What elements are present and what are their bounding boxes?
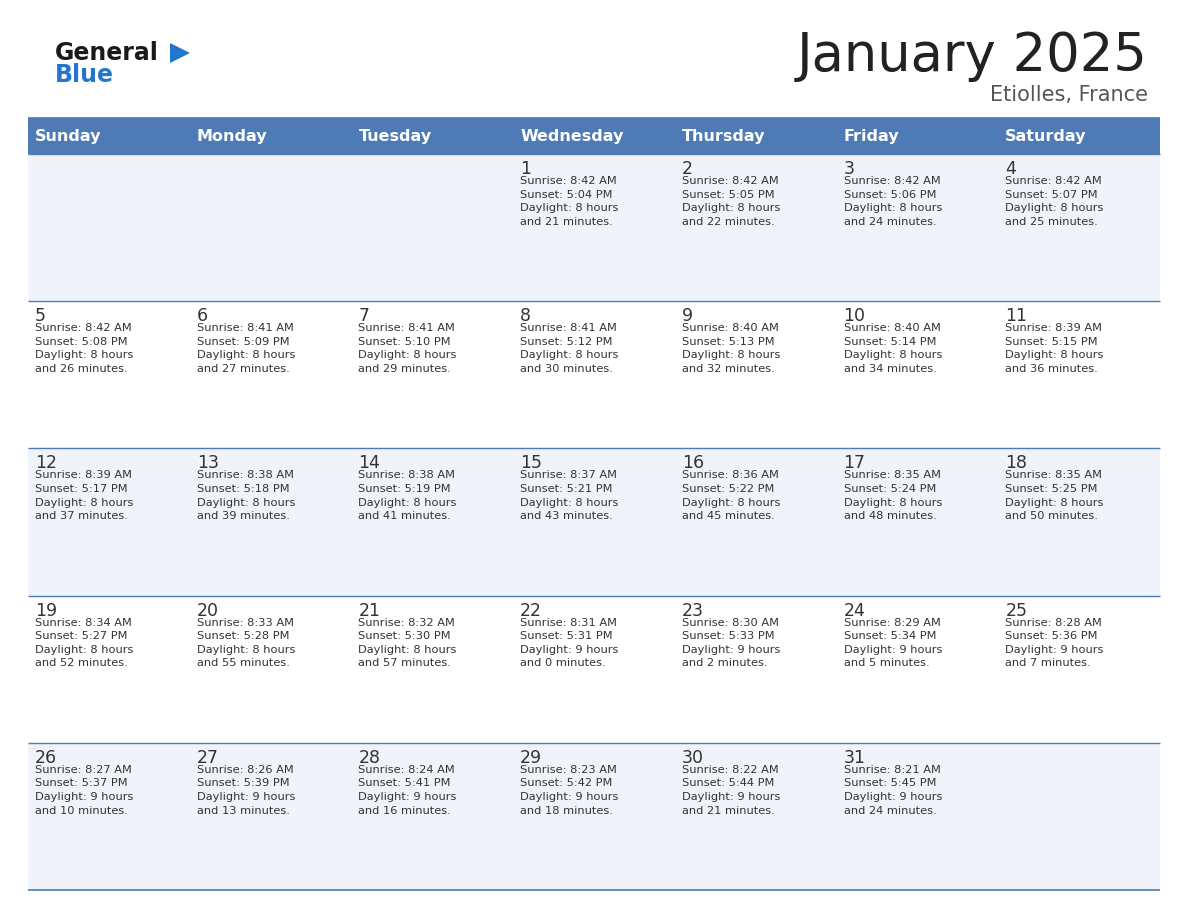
Text: Sunrise: 8:29 AM
Sunset: 5:34 PM
Daylight: 9 hours
and 5 minutes.: Sunrise: 8:29 AM Sunset: 5:34 PM Dayligh… — [843, 618, 942, 668]
Text: Sunrise: 8:28 AM
Sunset: 5:36 PM
Daylight: 9 hours
and 7 minutes.: Sunrise: 8:28 AM Sunset: 5:36 PM Dayligh… — [1005, 618, 1104, 668]
Text: 2: 2 — [682, 160, 693, 178]
Text: Sunrise: 8:27 AM
Sunset: 5:37 PM
Daylight: 9 hours
and 10 minutes.: Sunrise: 8:27 AM Sunset: 5:37 PM Dayligh… — [34, 765, 133, 815]
Text: 22: 22 — [520, 601, 542, 620]
Text: Sunrise: 8:36 AM
Sunset: 5:22 PM
Daylight: 8 hours
and 45 minutes.: Sunrise: 8:36 AM Sunset: 5:22 PM Dayligh… — [682, 470, 781, 521]
Text: Sunrise: 8:42 AM
Sunset: 5:04 PM
Daylight: 8 hours
and 21 minutes.: Sunrise: 8:42 AM Sunset: 5:04 PM Dayligh… — [520, 176, 619, 227]
Bar — [29, 301, 1159, 448]
Text: General: General — [55, 41, 159, 65]
Text: Sunrise: 8:30 AM
Sunset: 5:33 PM
Daylight: 9 hours
and 2 minutes.: Sunrise: 8:30 AM Sunset: 5:33 PM Dayligh… — [682, 618, 781, 668]
Text: 25: 25 — [1005, 601, 1028, 620]
Text: 29: 29 — [520, 749, 542, 767]
Bar — [29, 743, 1159, 890]
Text: Tuesday: Tuesday — [359, 129, 431, 143]
Bar — [29, 118, 190, 154]
Text: Sunrise: 8:41 AM
Sunset: 5:12 PM
Daylight: 8 hours
and 30 minutes.: Sunrise: 8:41 AM Sunset: 5:12 PM Dayligh… — [520, 323, 619, 374]
Text: Sunrise: 8:42 AM
Sunset: 5:05 PM
Daylight: 8 hours
and 22 minutes.: Sunrise: 8:42 AM Sunset: 5:05 PM Dayligh… — [682, 176, 781, 227]
Text: Sunday: Sunday — [34, 129, 101, 143]
Text: 17: 17 — [843, 454, 866, 473]
Text: Sunrise: 8:32 AM
Sunset: 5:30 PM
Daylight: 8 hours
and 57 minutes.: Sunrise: 8:32 AM Sunset: 5:30 PM Dayligh… — [359, 618, 457, 668]
Bar — [190, 118, 352, 154]
Text: 10: 10 — [843, 308, 866, 325]
Bar — [836, 118, 998, 154]
Text: Thursday: Thursday — [682, 129, 765, 143]
Text: 20: 20 — [197, 601, 219, 620]
Text: 9: 9 — [682, 308, 693, 325]
Text: 13: 13 — [197, 454, 219, 473]
Text: Sunrise: 8:23 AM
Sunset: 5:42 PM
Daylight: 9 hours
and 18 minutes.: Sunrise: 8:23 AM Sunset: 5:42 PM Dayligh… — [520, 765, 619, 815]
Text: 28: 28 — [359, 749, 380, 767]
Text: Saturday: Saturday — [1005, 129, 1087, 143]
Polygon shape — [170, 43, 190, 63]
Text: Sunrise: 8:40 AM
Sunset: 5:14 PM
Daylight: 8 hours
and 34 minutes.: Sunrise: 8:40 AM Sunset: 5:14 PM Dayligh… — [843, 323, 942, 374]
Text: Sunrise: 8:42 AM
Sunset: 5:08 PM
Daylight: 8 hours
and 26 minutes.: Sunrise: 8:42 AM Sunset: 5:08 PM Dayligh… — [34, 323, 133, 374]
Bar — [29, 448, 1159, 596]
Text: Blue: Blue — [55, 63, 114, 87]
Text: Sunrise: 8:33 AM
Sunset: 5:28 PM
Daylight: 8 hours
and 55 minutes.: Sunrise: 8:33 AM Sunset: 5:28 PM Dayligh… — [197, 618, 295, 668]
Text: 6: 6 — [197, 308, 208, 325]
Text: 27: 27 — [197, 749, 219, 767]
Text: Sunrise: 8:42 AM
Sunset: 5:07 PM
Daylight: 8 hours
and 25 minutes.: Sunrise: 8:42 AM Sunset: 5:07 PM Dayligh… — [1005, 176, 1104, 227]
Bar — [998, 118, 1159, 154]
Text: Sunrise: 8:24 AM
Sunset: 5:41 PM
Daylight: 9 hours
and 16 minutes.: Sunrise: 8:24 AM Sunset: 5:41 PM Dayligh… — [359, 765, 457, 815]
Text: Etiolles, France: Etiolles, France — [990, 85, 1148, 105]
Text: 5: 5 — [34, 308, 46, 325]
Text: 11: 11 — [1005, 308, 1028, 325]
Bar — [29, 154, 1159, 301]
Bar — [352, 118, 513, 154]
Text: 4: 4 — [1005, 160, 1016, 178]
Text: Sunrise: 8:35 AM
Sunset: 5:24 PM
Daylight: 8 hours
and 48 minutes.: Sunrise: 8:35 AM Sunset: 5:24 PM Dayligh… — [843, 470, 942, 521]
Text: 26: 26 — [34, 749, 57, 767]
Text: 18: 18 — [1005, 454, 1028, 473]
Bar — [675, 118, 836, 154]
Text: 3: 3 — [843, 160, 854, 178]
Text: Sunrise: 8:38 AM
Sunset: 5:18 PM
Daylight: 8 hours
and 39 minutes.: Sunrise: 8:38 AM Sunset: 5:18 PM Dayligh… — [197, 470, 295, 521]
Text: Sunrise: 8:26 AM
Sunset: 5:39 PM
Daylight: 9 hours
and 13 minutes.: Sunrise: 8:26 AM Sunset: 5:39 PM Dayligh… — [197, 765, 295, 815]
Text: 1: 1 — [520, 160, 531, 178]
Text: Sunrise: 8:37 AM
Sunset: 5:21 PM
Daylight: 8 hours
and 43 minutes.: Sunrise: 8:37 AM Sunset: 5:21 PM Dayligh… — [520, 470, 619, 521]
Text: 12: 12 — [34, 454, 57, 473]
Text: Sunrise: 8:41 AM
Sunset: 5:09 PM
Daylight: 8 hours
and 27 minutes.: Sunrise: 8:41 AM Sunset: 5:09 PM Dayligh… — [197, 323, 295, 374]
Text: 19: 19 — [34, 601, 57, 620]
Text: Wednesday: Wednesday — [520, 129, 624, 143]
Text: Sunrise: 8:40 AM
Sunset: 5:13 PM
Daylight: 8 hours
and 32 minutes.: Sunrise: 8:40 AM Sunset: 5:13 PM Dayligh… — [682, 323, 781, 374]
Text: 30: 30 — [682, 749, 703, 767]
Text: 24: 24 — [843, 601, 865, 620]
Text: Sunrise: 8:38 AM
Sunset: 5:19 PM
Daylight: 8 hours
and 41 minutes.: Sunrise: 8:38 AM Sunset: 5:19 PM Dayligh… — [359, 470, 457, 521]
Bar — [513, 118, 675, 154]
Text: 7: 7 — [359, 308, 369, 325]
Text: January 2025: January 2025 — [797, 30, 1148, 82]
Text: Sunrise: 8:39 AM
Sunset: 5:15 PM
Daylight: 8 hours
and 36 minutes.: Sunrise: 8:39 AM Sunset: 5:15 PM Dayligh… — [1005, 323, 1104, 374]
Text: Sunrise: 8:41 AM
Sunset: 5:10 PM
Daylight: 8 hours
and 29 minutes.: Sunrise: 8:41 AM Sunset: 5:10 PM Dayligh… — [359, 323, 457, 374]
Bar — [29, 596, 1159, 743]
Text: 16: 16 — [682, 454, 704, 473]
Text: 14: 14 — [359, 454, 380, 473]
Text: 8: 8 — [520, 308, 531, 325]
Text: Sunrise: 8:22 AM
Sunset: 5:44 PM
Daylight: 9 hours
and 21 minutes.: Sunrise: 8:22 AM Sunset: 5:44 PM Dayligh… — [682, 765, 781, 815]
Text: Monday: Monday — [197, 129, 267, 143]
Text: Sunrise: 8:42 AM
Sunset: 5:06 PM
Daylight: 8 hours
and 24 minutes.: Sunrise: 8:42 AM Sunset: 5:06 PM Dayligh… — [843, 176, 942, 227]
Text: Sunrise: 8:21 AM
Sunset: 5:45 PM
Daylight: 9 hours
and 24 minutes.: Sunrise: 8:21 AM Sunset: 5:45 PM Dayligh… — [843, 765, 942, 815]
Text: Sunrise: 8:35 AM
Sunset: 5:25 PM
Daylight: 8 hours
and 50 minutes.: Sunrise: 8:35 AM Sunset: 5:25 PM Dayligh… — [1005, 470, 1104, 521]
Text: Sunrise: 8:34 AM
Sunset: 5:27 PM
Daylight: 8 hours
and 52 minutes.: Sunrise: 8:34 AM Sunset: 5:27 PM Dayligh… — [34, 618, 133, 668]
Text: 31: 31 — [843, 749, 866, 767]
Text: Friday: Friday — [843, 129, 899, 143]
Text: 23: 23 — [682, 601, 703, 620]
Text: 15: 15 — [520, 454, 542, 473]
Text: Sunrise: 8:39 AM
Sunset: 5:17 PM
Daylight: 8 hours
and 37 minutes.: Sunrise: 8:39 AM Sunset: 5:17 PM Dayligh… — [34, 470, 133, 521]
Text: Sunrise: 8:31 AM
Sunset: 5:31 PM
Daylight: 9 hours
and 0 minutes.: Sunrise: 8:31 AM Sunset: 5:31 PM Dayligh… — [520, 618, 619, 668]
Text: 21: 21 — [359, 601, 380, 620]
